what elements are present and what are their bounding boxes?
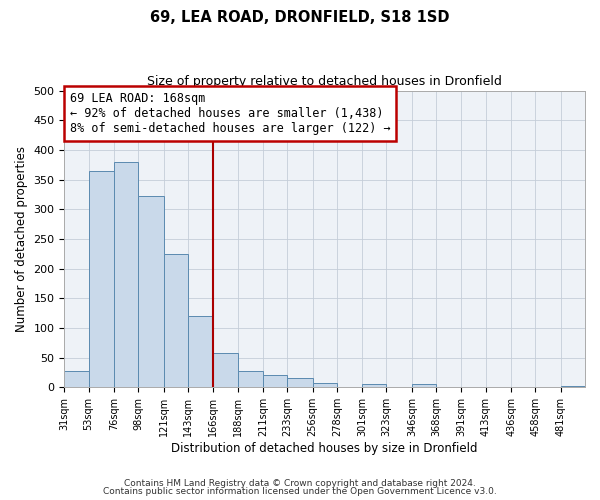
Text: Contains public sector information licensed under the Open Government Licence v3: Contains public sector information licen…: [103, 487, 497, 496]
Bar: [188, 316, 214, 388]
Bar: [89, 170, 114, 388]
Bar: [214, 353, 238, 388]
Text: 69, LEA ROAD, DRONFIELD, S18 1SD: 69, LEA ROAD, DRONFIELD, S18 1SD: [150, 10, 450, 25]
Bar: [287, 378, 313, 388]
Bar: [164, 254, 188, 388]
Bar: [412, 384, 436, 388]
Text: 69 LEA ROAD: 168sqm
← 92% of detached houses are smaller (1,438)
8% of semi-deta: 69 LEA ROAD: 168sqm ← 92% of detached ho…: [70, 92, 390, 135]
Bar: [263, 376, 287, 388]
Title: Size of property relative to detached houses in Dronfield: Size of property relative to detached ho…: [147, 75, 502, 88]
Bar: [139, 196, 164, 388]
Bar: [561, 386, 585, 388]
X-axis label: Distribution of detached houses by size in Dronfield: Distribution of detached houses by size …: [172, 442, 478, 455]
Bar: [114, 162, 139, 388]
Text: Contains HM Land Registry data © Crown copyright and database right 2024.: Contains HM Land Registry data © Crown c…: [124, 478, 476, 488]
Bar: [64, 370, 89, 388]
Y-axis label: Number of detached properties: Number of detached properties: [15, 146, 28, 332]
Bar: [362, 384, 386, 388]
Bar: [313, 383, 337, 388]
Bar: [238, 370, 263, 388]
